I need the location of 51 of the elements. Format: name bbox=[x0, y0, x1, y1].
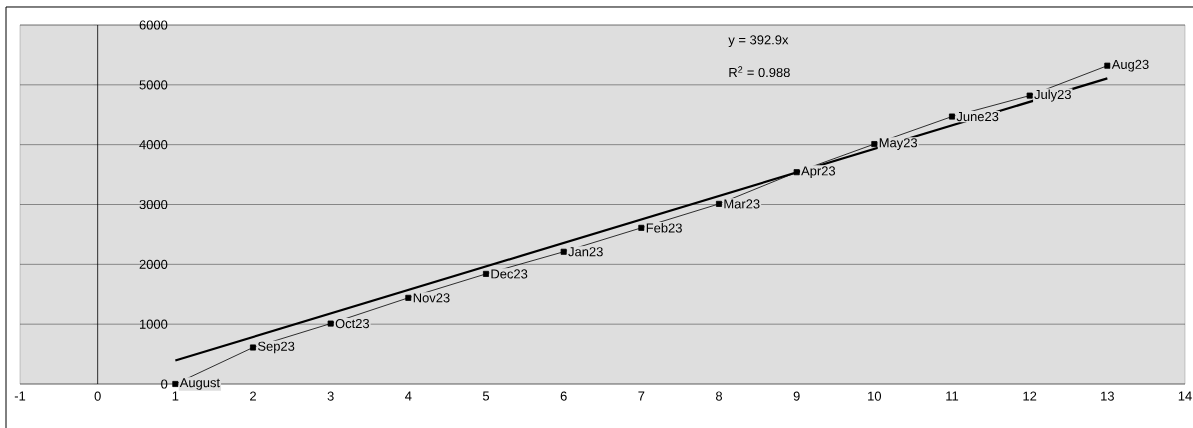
y-tick-label: 3000 bbox=[139, 199, 168, 210]
data-label: Dec23 bbox=[491, 269, 528, 279]
data-label: Aug23 bbox=[1111, 59, 1149, 72]
point bbox=[638, 224, 645, 231]
point bbox=[483, 270, 489, 277]
x-tick-label: 2 bbox=[250, 391, 256, 401]
point bbox=[405, 294, 412, 301]
data-label: July23 bbox=[1034, 89, 1071, 102]
point bbox=[793, 169, 800, 176]
annotation: R$^{2}$ = 0.988 bbox=[729, 66, 790, 78]
point bbox=[172, 381, 179, 387]
point bbox=[871, 141, 878, 148]
y-tick-label: 5000 bbox=[139, 80, 168, 90]
y-tick-label: 6000 bbox=[139, 20, 168, 30]
data-label: Jan23 bbox=[568, 247, 603, 257]
point bbox=[560, 248, 567, 255]
data-label: August bbox=[179, 378, 220, 390]
x-tick-label: 4 bbox=[405, 391, 412, 401]
data-label: May23 bbox=[879, 138, 918, 150]
point bbox=[250, 344, 256, 351]
data-label: Sep23 bbox=[257, 341, 295, 354]
y-tick-label: 2000 bbox=[139, 259, 168, 269]
x-tick-label: 6 bbox=[560, 391, 567, 401]
x-tick-label: 14 bbox=[1178, 391, 1192, 401]
point bbox=[327, 320, 334, 327]
x-tick-label: 13 bbox=[1101, 391, 1114, 401]
point bbox=[716, 200, 722, 207]
x-tick-label: -1 bbox=[14, 391, 26, 401]
annotation: y = 392.9x bbox=[728, 35, 789, 48]
data-label: Mar23 bbox=[724, 199, 760, 209]
x-tick-label: 3 bbox=[327, 391, 334, 401]
x-tick-label: 11 bbox=[946, 391, 959, 401]
y-tick-label: 4000 bbox=[139, 140, 168, 150]
x-tick-label: 9 bbox=[793, 391, 800, 401]
data-label: Nov23 bbox=[413, 293, 450, 303]
data-label: Oct23 bbox=[335, 318, 370, 329]
x-tick-label: 0 bbox=[94, 391, 101, 401]
point bbox=[949, 113, 955, 120]
x-tick-label: 8 bbox=[715, 391, 723, 401]
point bbox=[1026, 92, 1033, 99]
point bbox=[1104, 62, 1111, 69]
data-label: June23 bbox=[956, 111, 999, 122]
y-tick-label: 0 bbox=[161, 379, 168, 389]
data-label: Apr23 bbox=[801, 166, 836, 179]
y-tick-label: 1000 bbox=[139, 319, 168, 329]
data-label: Feb23 bbox=[646, 223, 682, 233]
x-tick-label: 1 bbox=[172, 391, 179, 401]
x-tick-label: 12 bbox=[1023, 391, 1037, 401]
x-tick-label: 7 bbox=[638, 391, 645, 401]
x-tick-label: 10 bbox=[868, 391, 882, 401]
x-tick-label: 5 bbox=[482, 391, 490, 401]
